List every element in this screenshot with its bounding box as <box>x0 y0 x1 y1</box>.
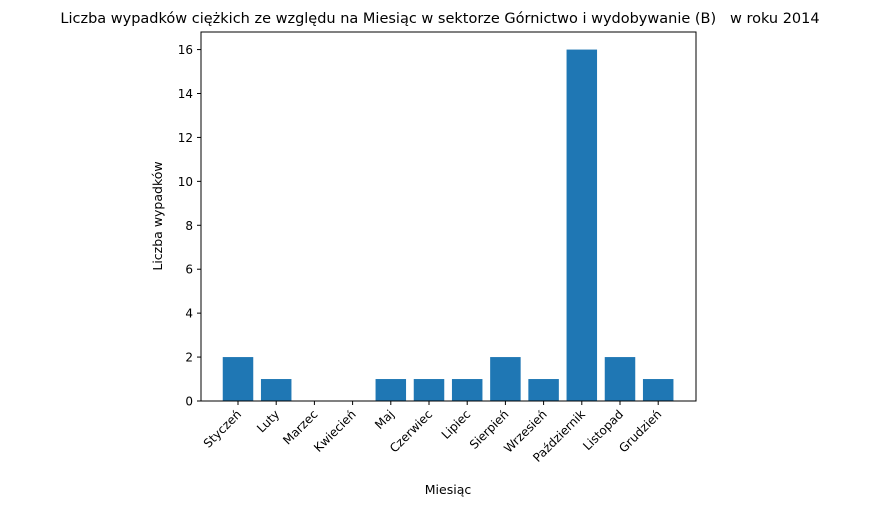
bars-group <box>222 49 674 401</box>
y-tick-label: 14 <box>178 87 193 101</box>
bar <box>260 379 292 401</box>
plot-frame <box>200 31 697 402</box>
y-tick-label: 16 <box>178 43 193 57</box>
y-tick-label: 2 <box>185 351 193 365</box>
bar <box>451 379 483 401</box>
y-tick-label: 8 <box>185 219 193 233</box>
y-tick-label: 12 <box>178 131 193 145</box>
y-tick-label: 6 <box>185 263 193 277</box>
x-axis-label: Miesiąc <box>425 482 472 497</box>
x-tick-label: Maj <box>372 407 397 432</box>
x-tick-label: Kwiecień <box>311 407 359 455</box>
y-tick-label: 0 <box>185 395 193 409</box>
chart-title: Liczba wypadków ciężkich ze względu na M… <box>60 11 819 27</box>
bar <box>642 379 674 401</box>
bar <box>413 379 445 401</box>
bar <box>222 357 254 401</box>
x-tick-label: Lipiec <box>439 407 474 442</box>
bar <box>490 357 521 401</box>
y-axis-ticks: 0 2 4 6 8 10 12 14 16 <box>178 43 201 409</box>
x-tick-label: Styczeń <box>201 407 244 450</box>
bar <box>604 357 636 401</box>
bar <box>528 379 559 401</box>
bar <box>566 49 598 401</box>
x-tick-label: Luty <box>254 407 282 435</box>
y-tick-label: 10 <box>178 175 193 189</box>
y-axis-label: Liczba wypadków <box>150 161 165 270</box>
bar <box>375 379 407 401</box>
y-tick-label: 4 <box>185 307 193 321</box>
